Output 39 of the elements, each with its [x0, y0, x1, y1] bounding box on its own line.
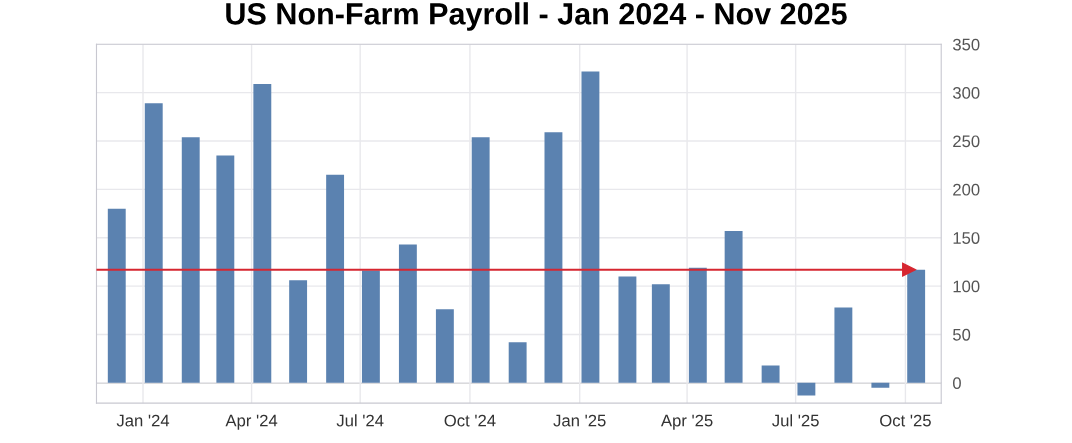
bar: [618, 276, 637, 383]
bar: [107, 208, 126, 383]
bar: [871, 382, 890, 388]
bar: [797, 382, 816, 396]
bar: [216, 155, 235, 383]
x-tick-label: Apr '25: [660, 414, 713, 430]
bar: [398, 244, 417, 383]
bar: [326, 174, 345, 383]
bar: [361, 270, 380, 383]
x-tick-label: Jul '25: [772, 414, 819, 427]
bar: [724, 230, 743, 383]
x-tick-label: Jul '24: [336, 414, 384, 427]
bar: [834, 307, 853, 383]
y-tick-label: 0: [952, 377, 961, 390]
bar: [544, 132, 563, 383]
bar: [289, 280, 308, 383]
bar: [688, 267, 707, 383]
bar: [181, 137, 200, 383]
bar: [253, 83, 272, 383]
y-tick-label: 350: [952, 38, 980, 51]
y-tick-label: 50: [952, 328, 971, 341]
bar: [651, 284, 670, 383]
bar: [508, 342, 527, 383]
y-tick-label: 100: [953, 280, 980, 293]
x-tick-label: Oct '25: [880, 414, 931, 427]
y-tick-label: 300: [952, 87, 980, 99]
y-tick-label: 250: [953, 135, 980, 148]
x-tick-label: Jan '25: [553, 414, 606, 427]
bar: [581, 71, 600, 383]
chart-title: US Non-Farm Payroll - Jan 2024 - Nov 2025: [226, 2, 847, 31]
bar: [144, 103, 163, 383]
y-tick-label: 200: [953, 183, 980, 196]
x-tick-label: Oct '24: [444, 414, 496, 427]
bar: [761, 365, 780, 383]
x-tick-label: Jan '24: [116, 414, 170, 427]
bar: [435, 309, 454, 383]
y-tick-label: 150: [953, 232, 980, 244]
bar: [471, 137, 490, 383]
x-tick-label: Apr '24: [225, 414, 278, 430]
